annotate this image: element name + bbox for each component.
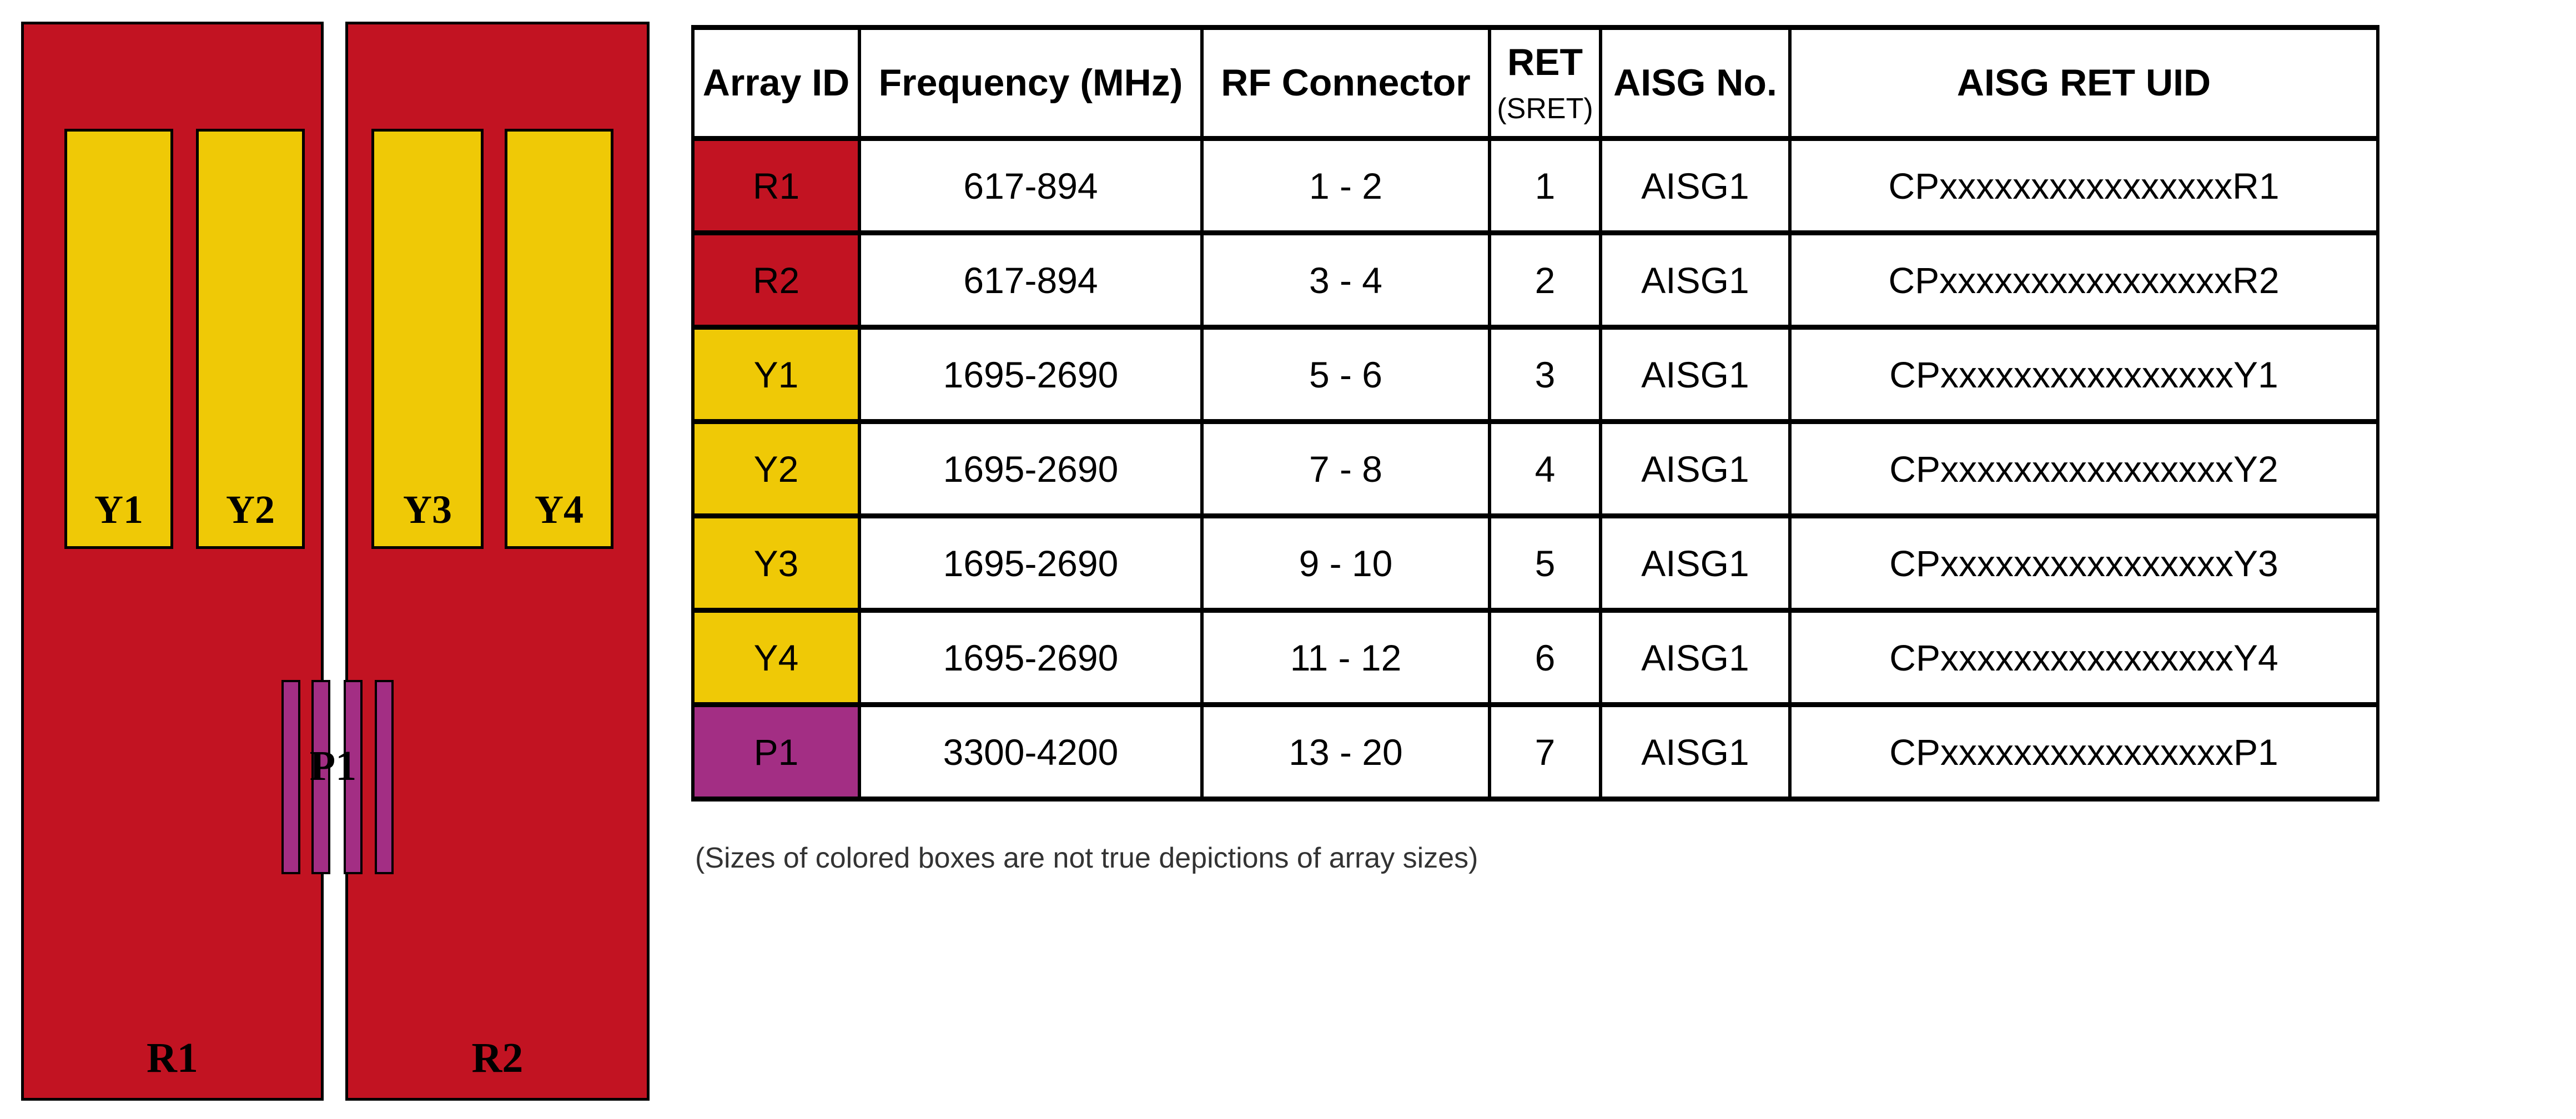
rf-connector-cell: 7 - 8 (1200, 419, 1491, 518)
array-id-cell: P1 (691, 702, 861, 802)
frequency-cell: 1695-2690 (858, 325, 1204, 424)
rf-connector-cell: 11 - 12 (1200, 608, 1491, 707)
frequency-cell: 617-894 (858, 230, 1204, 330)
rf-connector-cell: 1 - 2 (1200, 136, 1491, 235)
aisg-no-cell: AISG1 (1599, 325, 1792, 424)
table-row: R1 617-894 1 - 2 1 AISG1 CPxxxxxxxxxxxxx… (691, 136, 2379, 235)
aisg-ret-uid-cell: CPxxxxxxxxxxxxxxxxR2 (1788, 230, 2379, 330)
rf-connector-cell: 9 - 10 (1200, 513, 1491, 613)
table-header-row: Array ID Frequency (MHz) RF Connector RE… (691, 25, 2379, 141)
header-ret: RET (SRET) (1488, 25, 1602, 141)
frequency-cell: 1695-2690 (858, 513, 1204, 613)
ret-cell: 5 (1488, 513, 1602, 613)
p1-array-bar (344, 680, 363, 874)
array-id-cell: R1 (691, 136, 861, 235)
p1-array-bar (375, 680, 394, 874)
aisg-ret-uid-cell: CPxxxxxxxxxxxxxxxxP1 (1788, 702, 2379, 802)
array-box-y3: Y3 (371, 129, 484, 549)
rf-connector-cell: 3 - 4 (1200, 230, 1491, 330)
array-config-table: Array ID Frequency (MHz) RF Connector RE… (691, 25, 2379, 802)
array-id-cell: Y1 (691, 325, 861, 424)
frequency-cell: 1695-2690 (858, 419, 1204, 518)
header-aisg-ret-uid: AISG RET UID (1788, 25, 2379, 141)
size-disclaimer-note: (Sizes of colored boxes are not true dep… (695, 842, 1478, 874)
aisg-no-cell: AISG1 (1599, 136, 1792, 235)
rf-connector-cell: 13 - 20 (1200, 702, 1491, 802)
frequency-cell: 3300-4200 (858, 702, 1204, 802)
aisg-ret-uid-cell: CPxxxxxxxxxxxxxxxxY4 (1788, 608, 2379, 707)
p1-array-label: P1 (309, 743, 357, 789)
table-row: P1 3300-4200 13 - 20 7 AISG1 CPxxxxxxxxx… (691, 702, 2379, 802)
ret-cell: 6 (1488, 608, 1602, 707)
array-id-cell: R2 (691, 230, 861, 330)
panel-r2-label: R2 (471, 1035, 524, 1081)
p1-array-bar (281, 680, 300, 874)
ret-cell: 7 (1488, 702, 1602, 802)
header-ret-sub: (SRET) (1497, 92, 1593, 125)
aisg-ret-uid-cell: CPxxxxxxxxxxxxxxxxY1 (1788, 325, 2379, 424)
array-id-cell: Y2 (691, 419, 861, 518)
aisg-no-cell: AISG1 (1599, 513, 1792, 613)
array-box-y3-label: Y3 (403, 487, 452, 532)
array-box-y1: Y1 (64, 129, 173, 549)
header-aisg-no: AISG No. (1599, 25, 1792, 141)
array-id-cell: Y3 (691, 513, 861, 613)
aisg-ret-uid-cell: CPxxxxxxxxxxxxxxxxR1 (1788, 136, 2379, 235)
array-box-y4: Y4 (505, 129, 613, 549)
array-box-y2-label: Y2 (226, 487, 275, 532)
ret-cell: 3 (1488, 325, 1602, 424)
array-box-y1-label: Y1 (94, 487, 143, 532)
table-row: Y3 1695-2690 9 - 10 5 AISG1 CPxxxxxxxxxx… (691, 513, 2379, 613)
array-id-cell: Y4 (691, 608, 861, 707)
p1-array-bar (311, 680, 330, 874)
frequency-cell: 617-894 (858, 136, 1204, 235)
aisg-no-cell: AISG1 (1599, 702, 1792, 802)
aisg-no-cell: AISG1 (1599, 419, 1792, 518)
ret-cell: 1 (1488, 136, 1602, 235)
rf-connector-cell: 5 - 6 (1200, 325, 1491, 424)
aisg-no-cell: AISG1 (1599, 230, 1792, 330)
ret-cell: 4 (1488, 419, 1602, 518)
header-frequency: Frequency (MHz) (858, 25, 1204, 141)
table-row: Y2 1695-2690 7 - 8 4 AISG1 CPxxxxxxxxxxx… (691, 419, 2379, 518)
panel-r1-label: R1 (147, 1035, 198, 1081)
frequency-cell: 1695-2690 (858, 608, 1204, 707)
aisg-no-cell: AISG1 (1599, 608, 1792, 707)
array-box-y4-label: Y4 (535, 487, 583, 532)
header-array-id: Array ID (691, 25, 861, 141)
table-row: R2 617-894 3 - 4 2 AISG1 CPxxxxxxxxxxxxx… (691, 230, 2379, 330)
array-box-y2: Y2 (196, 129, 305, 549)
ret-cell: 2 (1488, 230, 1602, 330)
table-row: Y4 1695-2690 11 - 12 6 AISG1 CPxxxxxxxxx… (691, 608, 2379, 707)
aisg-ret-uid-cell: CPxxxxxxxxxxxxxxxxY2 (1788, 419, 2379, 518)
aisg-ret-uid-cell: CPxxxxxxxxxxxxxxxxY3 (1788, 513, 2379, 613)
table-row: Y1 1695-2690 5 - 6 3 AISG1 CPxxxxxxxxxxx… (691, 325, 2379, 424)
header-rf-connector: RF Connector (1200, 25, 1491, 141)
header-ret-main: RET (1507, 41, 1583, 83)
